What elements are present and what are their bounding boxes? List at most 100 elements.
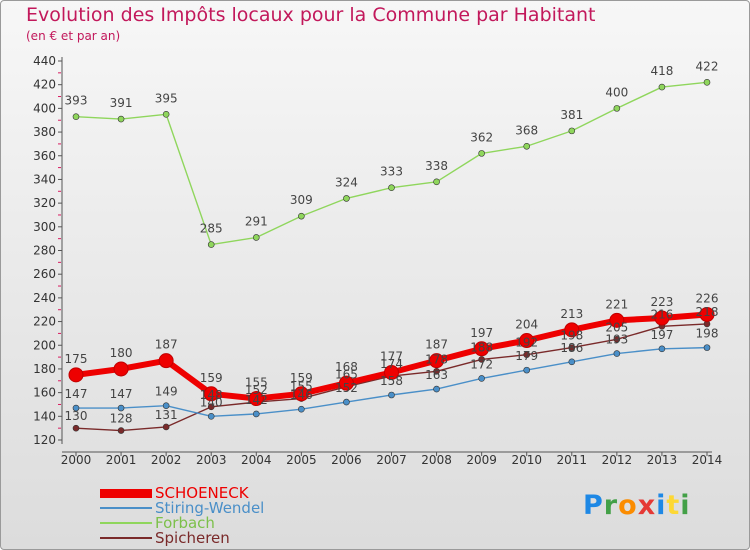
data-point [162, 423, 170, 431]
data-point [478, 375, 485, 382]
data-label: 188 [470, 340, 493, 354]
y-tick-label: 440 [33, 54, 56, 68]
data-point [162, 402, 170, 409]
y-tick-label: 120 [33, 433, 56, 447]
data-label: 338 [425, 159, 448, 173]
data-label: 131 [155, 408, 178, 422]
series-line-forbach [75, 81, 708, 246]
data-point [252, 234, 260, 241]
data-label: 140 [200, 395, 223, 409]
data-point [72, 424, 80, 432]
data-point [117, 404, 125, 412]
data-point [117, 427, 125, 434]
data-point [703, 79, 711, 86]
data-point [429, 353, 445, 369]
x-tick-label: 2003 [196, 453, 227, 467]
data-point [523, 142, 531, 150]
data-point [613, 336, 621, 343]
data-point [68, 367, 84, 383]
data-point [388, 184, 395, 192]
data-point [248, 391, 264, 407]
data-label: 393 [65, 94, 88, 108]
data-point [298, 405, 305, 413]
data-point [203, 386, 219, 402]
data-point [654, 310, 670, 326]
data-point [433, 368, 440, 375]
data-label: 368 [515, 123, 538, 137]
data-point [613, 105, 621, 112]
data-label: 197 [470, 326, 493, 340]
data-label: 147 [65, 387, 88, 401]
data-point [207, 413, 215, 420]
data-point [478, 356, 485, 363]
data-point [523, 351, 531, 359]
data-label: 192 [515, 336, 538, 350]
data-label: 165 [335, 368, 358, 382]
y-tick-label: 400 [33, 101, 56, 115]
data-label: 187 [155, 338, 178, 352]
data-label: 159 [290, 371, 313, 385]
chart-title: Evolution des Impôts locaux pour la Comm… [26, 4, 596, 26]
data-point [207, 241, 215, 248]
x-tick-label: 2006 [331, 453, 362, 467]
chart-subtitle: (en € et par an) [26, 29, 121, 43]
data-point [338, 375, 354, 391]
x-tick-label: 2014 [692, 453, 723, 467]
data-point [564, 322, 580, 338]
data-point [293, 386, 309, 402]
x-tick-label: 2005 [286, 453, 317, 467]
x-tick-label: 2008 [421, 453, 452, 467]
data-label: 309 [290, 193, 313, 207]
data-point [699, 306, 715, 322]
y-tick-label: 380 [33, 125, 56, 139]
data-label: 155 [290, 380, 313, 394]
y-tick-label: 300 [33, 220, 56, 234]
x-tick-label: 2012 [602, 453, 633, 467]
data-label: 163 [425, 368, 448, 382]
data-label: 422 [696, 59, 719, 73]
y-tick-label: 280 [33, 244, 56, 258]
data-label: 128 [110, 412, 133, 426]
data-label: 180 [110, 346, 133, 360]
data-point [252, 410, 260, 418]
data-label: 187 [425, 338, 448, 352]
x-tick-label: 2001 [106, 453, 137, 467]
data-point [433, 178, 440, 186]
data-label: 216 [650, 307, 673, 321]
data-point [72, 404, 80, 412]
x-tick-label: 2007 [376, 453, 407, 467]
data-label: 158 [380, 374, 403, 388]
data-point [613, 350, 621, 357]
data-label: 197 [650, 328, 673, 342]
data-label: 142 [245, 393, 268, 407]
data-label: 146 [290, 388, 313, 402]
data-point [568, 127, 576, 135]
data-label: 152 [335, 381, 358, 395]
data-point [117, 115, 125, 123]
data-label: 152 [245, 383, 268, 397]
legend-label: Forbach [155, 514, 215, 532]
data-point [568, 358, 576, 366]
data-label: 204 [515, 318, 538, 332]
data-label: 221 [605, 297, 628, 311]
y-tick-label: 240 [33, 291, 56, 305]
data-label: 155 [245, 376, 268, 390]
data-label: 213 [560, 307, 583, 321]
data-point [343, 195, 350, 202]
x-tick-label: 2009 [466, 453, 497, 467]
proxiti-logo: Proxiti [583, 490, 691, 521]
data-label: 175 [65, 352, 88, 366]
data-label: 193 [605, 333, 628, 347]
x-tick-label: 2002 [151, 453, 182, 467]
data-point [433, 385, 440, 393]
data-label: 147 [110, 387, 133, 401]
y-tick-label: 260 [33, 267, 56, 281]
data-point [113, 361, 129, 377]
y-tick-label: 200 [33, 338, 56, 352]
data-label: 333 [380, 165, 403, 179]
data-label: 291 [245, 214, 268, 228]
data-label: 186 [560, 341, 583, 355]
data-point [658, 83, 666, 91]
